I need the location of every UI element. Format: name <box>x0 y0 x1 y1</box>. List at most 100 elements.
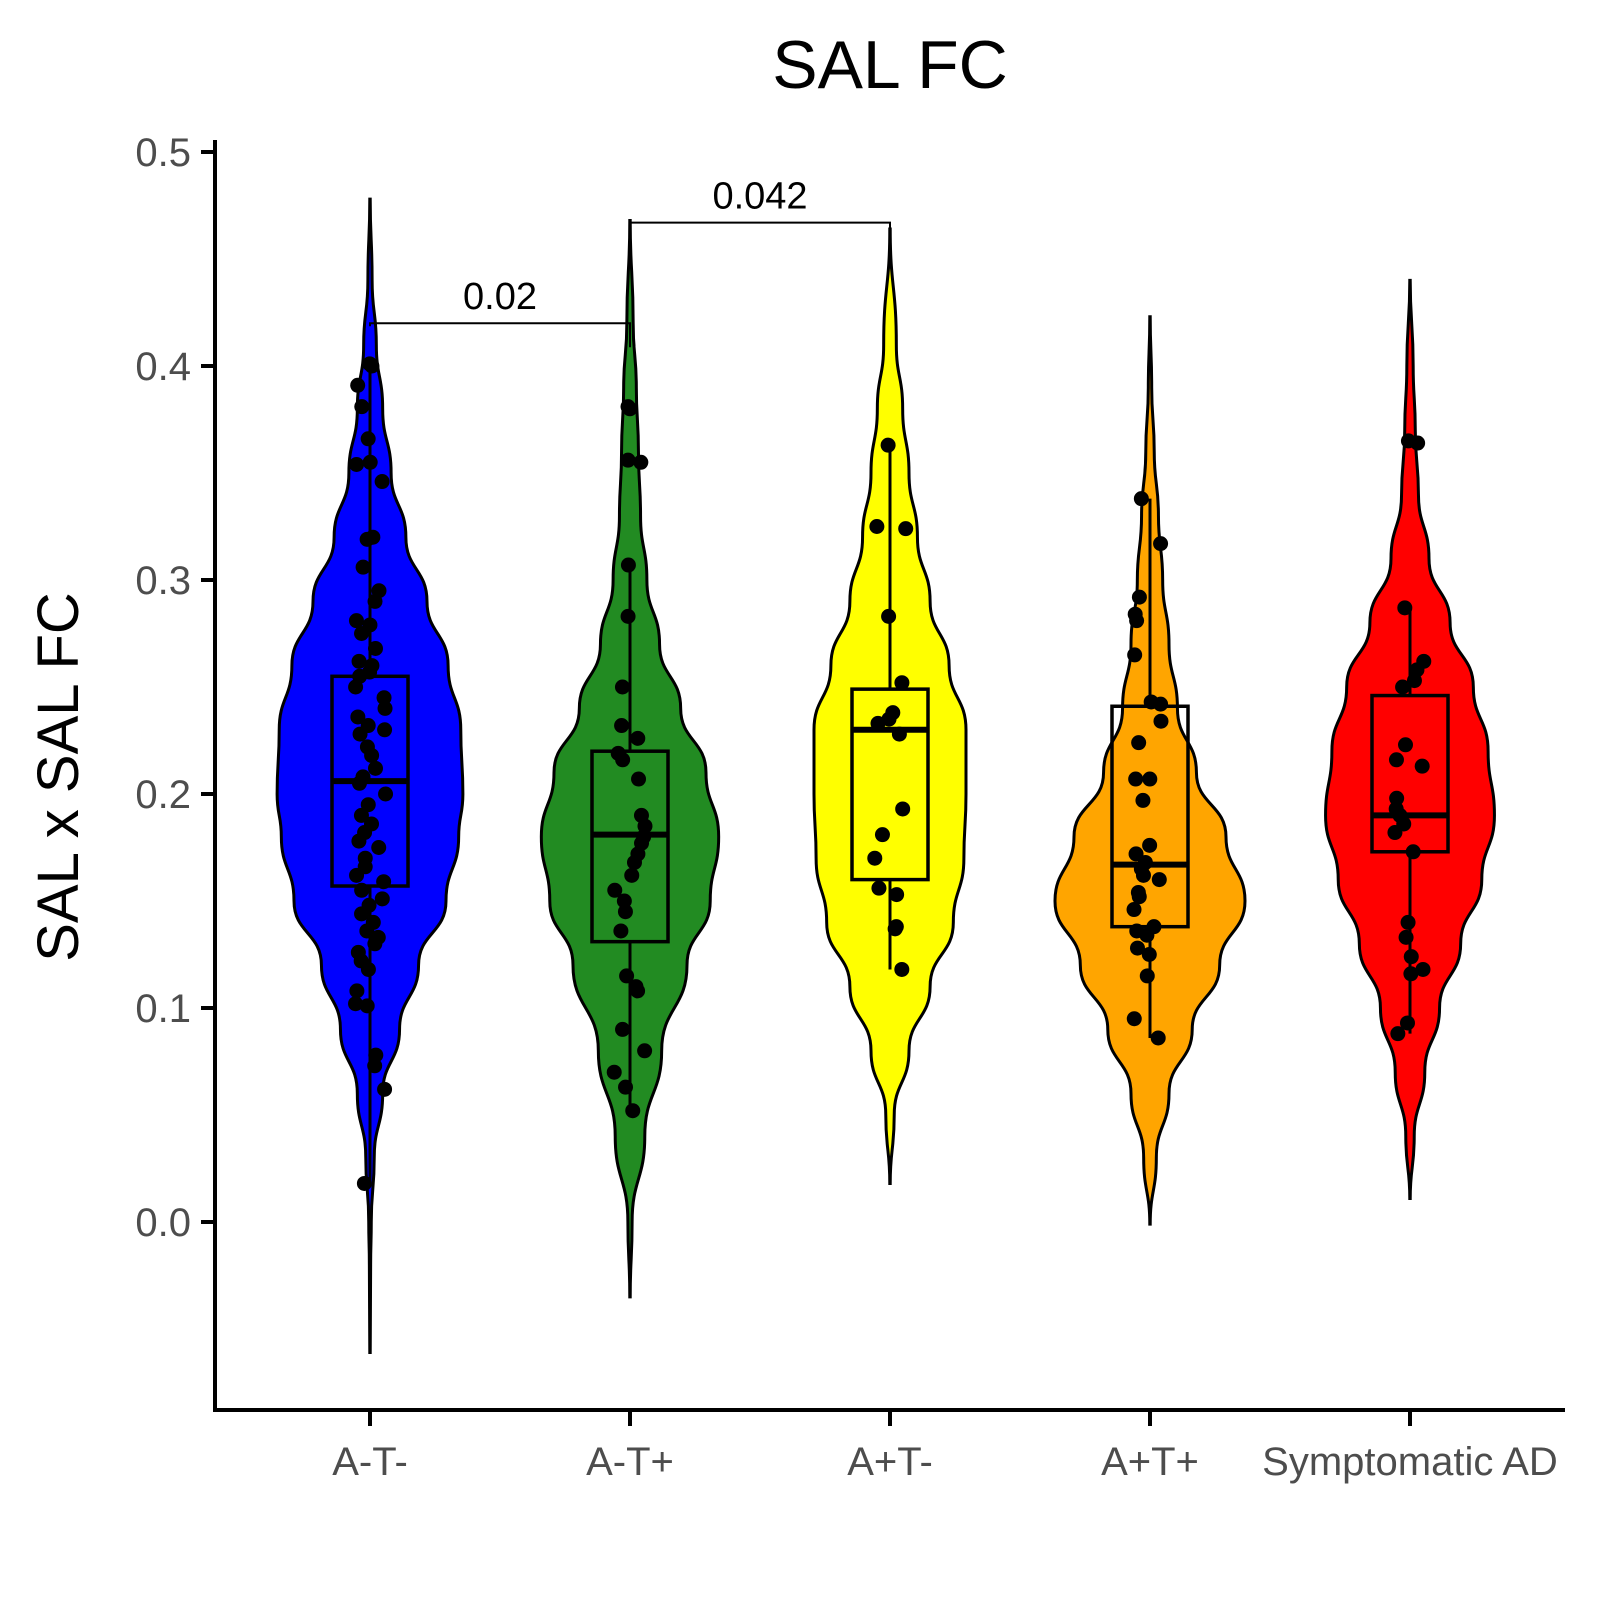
data-point <box>626 854 642 870</box>
data-point <box>1128 771 1144 787</box>
x-tick-label: A-T- <box>332 1440 408 1484</box>
data-point <box>871 880 887 896</box>
data-point <box>874 827 890 843</box>
data-point <box>377 722 393 738</box>
data-point <box>1139 927 1155 943</box>
data-point <box>1405 844 1421 860</box>
bracket-line <box>369 322 631 348</box>
data-point <box>887 921 903 937</box>
data-point <box>377 1081 393 1097</box>
data-point <box>1400 914 1416 930</box>
x-tick-label: A+T- <box>847 1440 933 1484</box>
data-point <box>1395 679 1411 695</box>
y-axis-label: SAL x SAL FC <box>26 592 91 962</box>
data-point <box>367 1058 383 1074</box>
data-point <box>359 923 375 939</box>
data-point <box>1403 949 1419 965</box>
data-point <box>1406 673 1422 689</box>
chart-title: SAL FC <box>772 27 1008 103</box>
data-point <box>374 891 390 907</box>
data-point <box>894 961 910 977</box>
data-point <box>614 679 630 695</box>
violin-group-0 <box>275 197 465 1355</box>
bracket-line <box>629 221 891 247</box>
y-tick-label: 0.0 <box>135 1201 191 1245</box>
violin-body <box>1053 315 1247 1226</box>
data-point <box>351 833 367 849</box>
data-point <box>353 807 369 823</box>
data-point <box>354 399 370 415</box>
data-point <box>364 747 380 763</box>
y-tick-label: 0.5 <box>135 131 191 175</box>
data-point <box>352 726 368 742</box>
data-point <box>1390 1026 1406 1042</box>
data-point <box>1397 600 1413 616</box>
data-point <box>1398 929 1414 945</box>
data-point <box>349 983 365 999</box>
data-point <box>895 801 911 817</box>
data-point <box>1142 771 1158 787</box>
data-point <box>867 850 883 866</box>
data-point <box>360 961 376 977</box>
data-point <box>622 401 638 417</box>
data-point <box>1131 735 1147 751</box>
violin-group-2 <box>812 227 968 1185</box>
data-point <box>371 840 387 855</box>
data-point <box>1414 758 1430 774</box>
data-point <box>378 786 394 802</box>
data-point <box>350 709 366 725</box>
data-point <box>360 797 376 813</box>
data-point <box>1153 696 1169 712</box>
data-point <box>349 456 365 472</box>
box <box>590 749 670 944</box>
data-point <box>364 358 380 374</box>
data-point <box>606 1064 622 1080</box>
data-point <box>1398 737 1414 753</box>
data-point <box>898 521 914 537</box>
data-point <box>351 653 367 669</box>
plot-area: 0.0 0.1 0.2 0.3 0.4 0.5 A-T- A-T+ A+T- A+T+ Sympto… <box>135 131 1565 1484</box>
data-point <box>881 608 897 624</box>
data-point <box>1151 872 1167 888</box>
data-point <box>1139 968 1155 984</box>
data-point <box>631 771 647 787</box>
data-point <box>377 700 393 716</box>
violin-group-4 <box>1324 278 1496 1200</box>
data-point <box>374 474 390 490</box>
data-point <box>1388 752 1404 768</box>
data-point <box>619 968 635 984</box>
data-point <box>620 608 636 624</box>
data-point <box>620 452 636 468</box>
data-point <box>894 675 910 691</box>
data-point <box>615 752 631 768</box>
y-tick-label: 0.4 <box>135 345 191 389</box>
data-point <box>869 519 885 534</box>
data-point <box>354 626 370 641</box>
data-point <box>1403 966 1419 982</box>
data-point <box>617 904 633 920</box>
data-point <box>348 996 364 1012</box>
data-point <box>362 454 378 470</box>
data-point <box>1415 961 1431 977</box>
data-point <box>1129 940 1145 956</box>
data-point <box>360 431 376 447</box>
p-value-label: 0.042 <box>712 176 807 218</box>
data-point <box>356 1175 372 1191</box>
y-tick-label: 0.2 <box>135 773 191 817</box>
data-point <box>348 679 364 695</box>
data-point <box>349 867 365 883</box>
data-point <box>620 557 636 573</box>
data-point <box>368 640 384 656</box>
data-point <box>1129 613 1145 629</box>
data-point <box>376 874 392 890</box>
data-point <box>624 867 640 883</box>
x-tick-label: A+T+ <box>1101 1440 1199 1484</box>
data-point <box>630 730 646 746</box>
data-point <box>637 1043 653 1059</box>
data-point <box>1399 1015 1415 1031</box>
data-point <box>1133 491 1149 507</box>
data-point <box>1141 947 1157 962</box>
data-point <box>613 923 629 939</box>
data-point <box>351 775 367 791</box>
data-point <box>359 998 375 1014</box>
